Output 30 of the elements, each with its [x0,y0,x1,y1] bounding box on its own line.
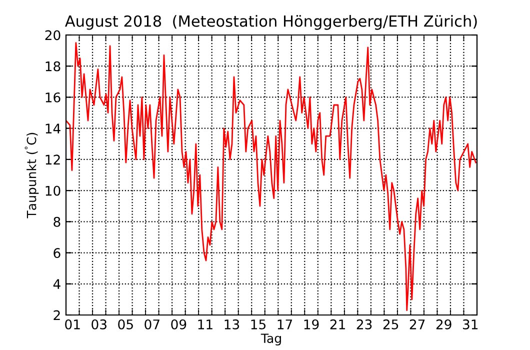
x-tick-label: 19 [304,319,319,330]
x-axis-title: Tag [260,334,281,346]
x-tick-label: 03 [92,319,106,330]
x-tick-label: 31 [462,319,478,330]
x-tick-label: 07 [144,319,160,330]
y-tick-label: 4 [53,279,60,289]
y-tick-label: 8 [54,216,60,227]
x-tick-label: 11 [198,320,212,330]
y-tick-label: 20 [45,30,60,40]
y-tick-label: 16 [46,92,60,102]
y-tick-label: 14 [46,124,60,134]
x-tick-label: 01 [65,319,80,330]
x-tick-label: 15 [251,320,266,330]
y-tick-label: 6 [54,248,60,258]
y-axis-title: Taupunkt ($^{°}$C) [24,132,39,218]
y-tick-label: 12 [46,154,60,164]
chart-title: August 2018 (Meteostation Hönggerberg/ETH Zürich) [65,15,477,30]
x-tick-label: 27 [410,319,425,330]
x-tick-label: 23 [356,319,372,330]
line-series [66,42,476,312]
y-tick-label: 2 [54,310,60,320]
x-tick-label: 13 [224,319,240,330]
x-tick-label: 21 [330,319,345,330]
x-tick-label: 05 [118,319,133,330]
x-tick-label: 17 [278,320,292,330]
y-tick-label: 10 [46,186,60,196]
x-tick-label: 25 [383,319,398,330]
x-tick-label: 29 [436,319,452,330]
y-tick-label: 18 [46,61,60,72]
x-tick-label: 09 [171,319,186,330]
